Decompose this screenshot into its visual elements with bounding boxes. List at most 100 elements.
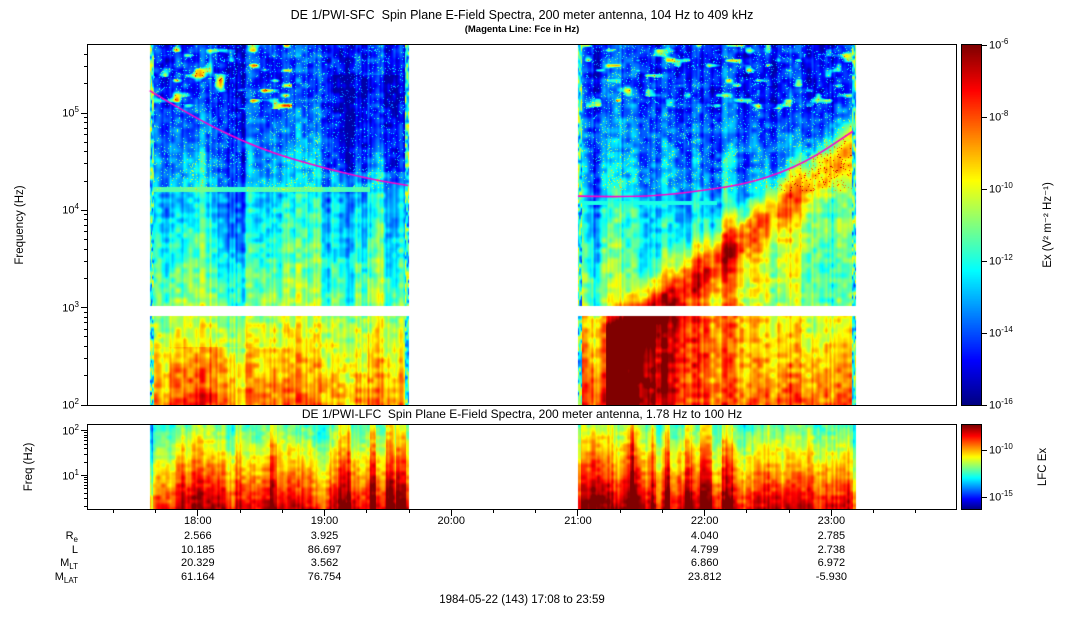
y-minor-tick [84,239,88,241]
x-tick-label: 21:00 [564,515,592,527]
y-tick-label: 104 [62,202,79,217]
y-minor-tick [84,163,88,165]
x-minor-tick [492,510,494,513]
y-minor-tick [84,461,88,463]
y-minor-tick [84,277,88,279]
y-major-tick [81,112,88,114]
colorbar-tick-label: 10-6 [989,37,1009,52]
ephemeris-value: 2.785 [817,530,846,542]
x-minor-tick [661,510,663,513]
x-minor-tick [535,510,537,513]
y-minor-tick [84,440,88,442]
y-minor-tick [84,127,88,129]
colorbar-tick [982,332,987,334]
lfc-y-axis-label: Freq (Hz) [23,442,35,492]
x-minor-tick [746,510,748,513]
y-minor-tick [84,83,88,85]
colorbar-tick-label: 10-16 [989,397,1013,412]
ephemeris-value: 86.697 [307,543,342,556]
y-tick-label: 105 [62,105,79,120]
footer-date-range: 1984-05-22 (143) 17:08 to 23:59 [439,594,605,606]
colorbar-tick [982,188,987,190]
ephemeris-row-label: Re [65,530,78,545]
y-minor-tick [84,214,88,216]
y-major-tick [81,307,88,309]
y-minor-tick [84,358,88,360]
y-minor-tick [84,53,88,55]
ephemeris-row-label: L [71,543,78,556]
figure-subtitle: (Magenta Line: Fce in Hz) [464,24,580,35]
y-minor-tick [84,322,88,324]
colorbar-tick [982,449,987,451]
ephemeris-value: 76.754 [307,570,342,583]
ephemeris-value: -5.930 [815,570,847,583]
y-tick-label: 102 [62,422,79,438]
ephemeris-value: 6.860 [690,557,719,569]
y-minor-tick [84,432,88,434]
y-minor-tick [84,336,88,338]
sfc-colorbar [961,44,982,406]
y-minor-tick [84,443,88,445]
y-minor-tick [84,492,88,494]
y-minor-tick [84,134,88,136]
ephemeris-value: 61.164 [180,570,215,583]
colorbar-tick-label: 10-12 [989,253,1013,268]
sfc-y-axis-label: Frequency (Hz) [14,185,26,265]
x-minor-tick [112,510,114,513]
y-minor-tick [84,151,88,153]
lfc-colorbar-label: LFC Ex [1037,447,1049,487]
colorbar-tick-label: 10-10 [989,442,1013,457]
x-major-tick [830,510,832,516]
ephemeris-row-label: MLT [60,557,78,572]
colorbar-tick-label: 10-8 [989,109,1009,124]
colorbar-tick [982,44,987,46]
y-minor-tick [84,248,88,250]
sfc-spectrogram-canvas [88,45,956,405]
y-minor-tick [84,219,88,221]
x-minor-tick [366,510,368,513]
sfc-colorbar-label: Ex (V² m⁻² Hz⁻¹) [1042,182,1054,268]
colorbar-tick [982,404,987,406]
y-minor-tick [84,224,88,226]
ephemeris-value: 6.972 [817,557,846,569]
y-minor-tick [84,506,88,508]
y-minor-tick [84,141,88,143]
y-tick-label: 101 [62,467,79,483]
x-tick-label: 18:00 [184,515,212,527]
ephemeris-value: 10.185 [180,543,215,556]
ephemeris-value: 3.562 [310,557,339,569]
x-minor-tick [281,510,283,513]
colorbar-tick [982,260,987,262]
lfc-spectrogram-canvas [88,425,956,509]
x-minor-tick [155,510,157,513]
x-major-tick [197,510,199,516]
y-minor-tick [84,345,88,347]
y-tick-label: 102 [62,397,79,412]
x-tick-label: 22:00 [690,515,719,527]
y-minor-tick [84,434,88,436]
x-minor-tick [873,510,875,513]
x-major-tick [704,510,706,516]
y-minor-tick [84,231,88,233]
lfc-panel [87,424,957,510]
y-minor-tick [84,437,88,439]
y-minor-tick [84,375,88,377]
y-minor-tick [84,121,88,123]
figure-title: DE 1/PWI-SFC Spin Plane E-Field Spectra,… [290,8,754,22]
colorbar-tick-label: 10-14 [989,325,1013,340]
y-minor-tick [84,453,88,455]
lfc-colorbar [961,424,982,510]
y-minor-tick [84,484,88,486]
ephemeris-value: 20.329 [180,557,215,569]
x-minor-tick [408,510,410,513]
y-minor-tick [84,448,88,450]
lfc-panel-title: DE 1/PWI-LFC Spin Plane E-Field Spectra,… [301,407,743,421]
ephemeris-value: 4.799 [690,543,719,556]
y-minor-tick [84,180,88,182]
y-major-tick [81,430,88,432]
x-major-tick [577,510,579,516]
colorbar-tick-label: 10-15 [989,489,1013,504]
ephemeris-value: 2.738 [817,543,846,556]
y-minor-tick [84,481,88,483]
x-tick-label: 23:00 [817,515,846,527]
